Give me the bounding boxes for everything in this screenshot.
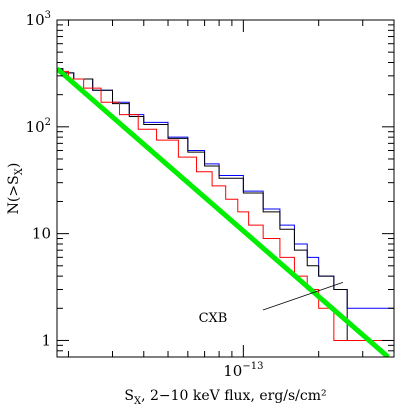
series-black-step xyxy=(57,68,394,341)
plot-frame xyxy=(56,19,395,358)
annotation-label: CXB xyxy=(199,311,228,326)
y-tick-label: 103 xyxy=(26,10,51,29)
tick-layer xyxy=(57,19,395,358)
y-tick-label: 1 xyxy=(41,331,51,349)
y-tick-label: 10 xyxy=(32,225,51,243)
y-tick-label: 102 xyxy=(26,117,51,136)
x-axis-label: SX, 2−10 keV flux, erg/s/cm² xyxy=(124,388,326,407)
series-green-fit-line xyxy=(57,66,390,357)
x-tick-label: 10−13 xyxy=(223,361,263,380)
annotation-pointer xyxy=(262,281,344,311)
series-layer xyxy=(57,66,394,357)
y-axis-label: N(>SX) xyxy=(6,163,25,215)
label-layer: 1 10 102 103 10−13 SX, 2−10 keV flux, erg/s/c… xyxy=(6,10,344,407)
